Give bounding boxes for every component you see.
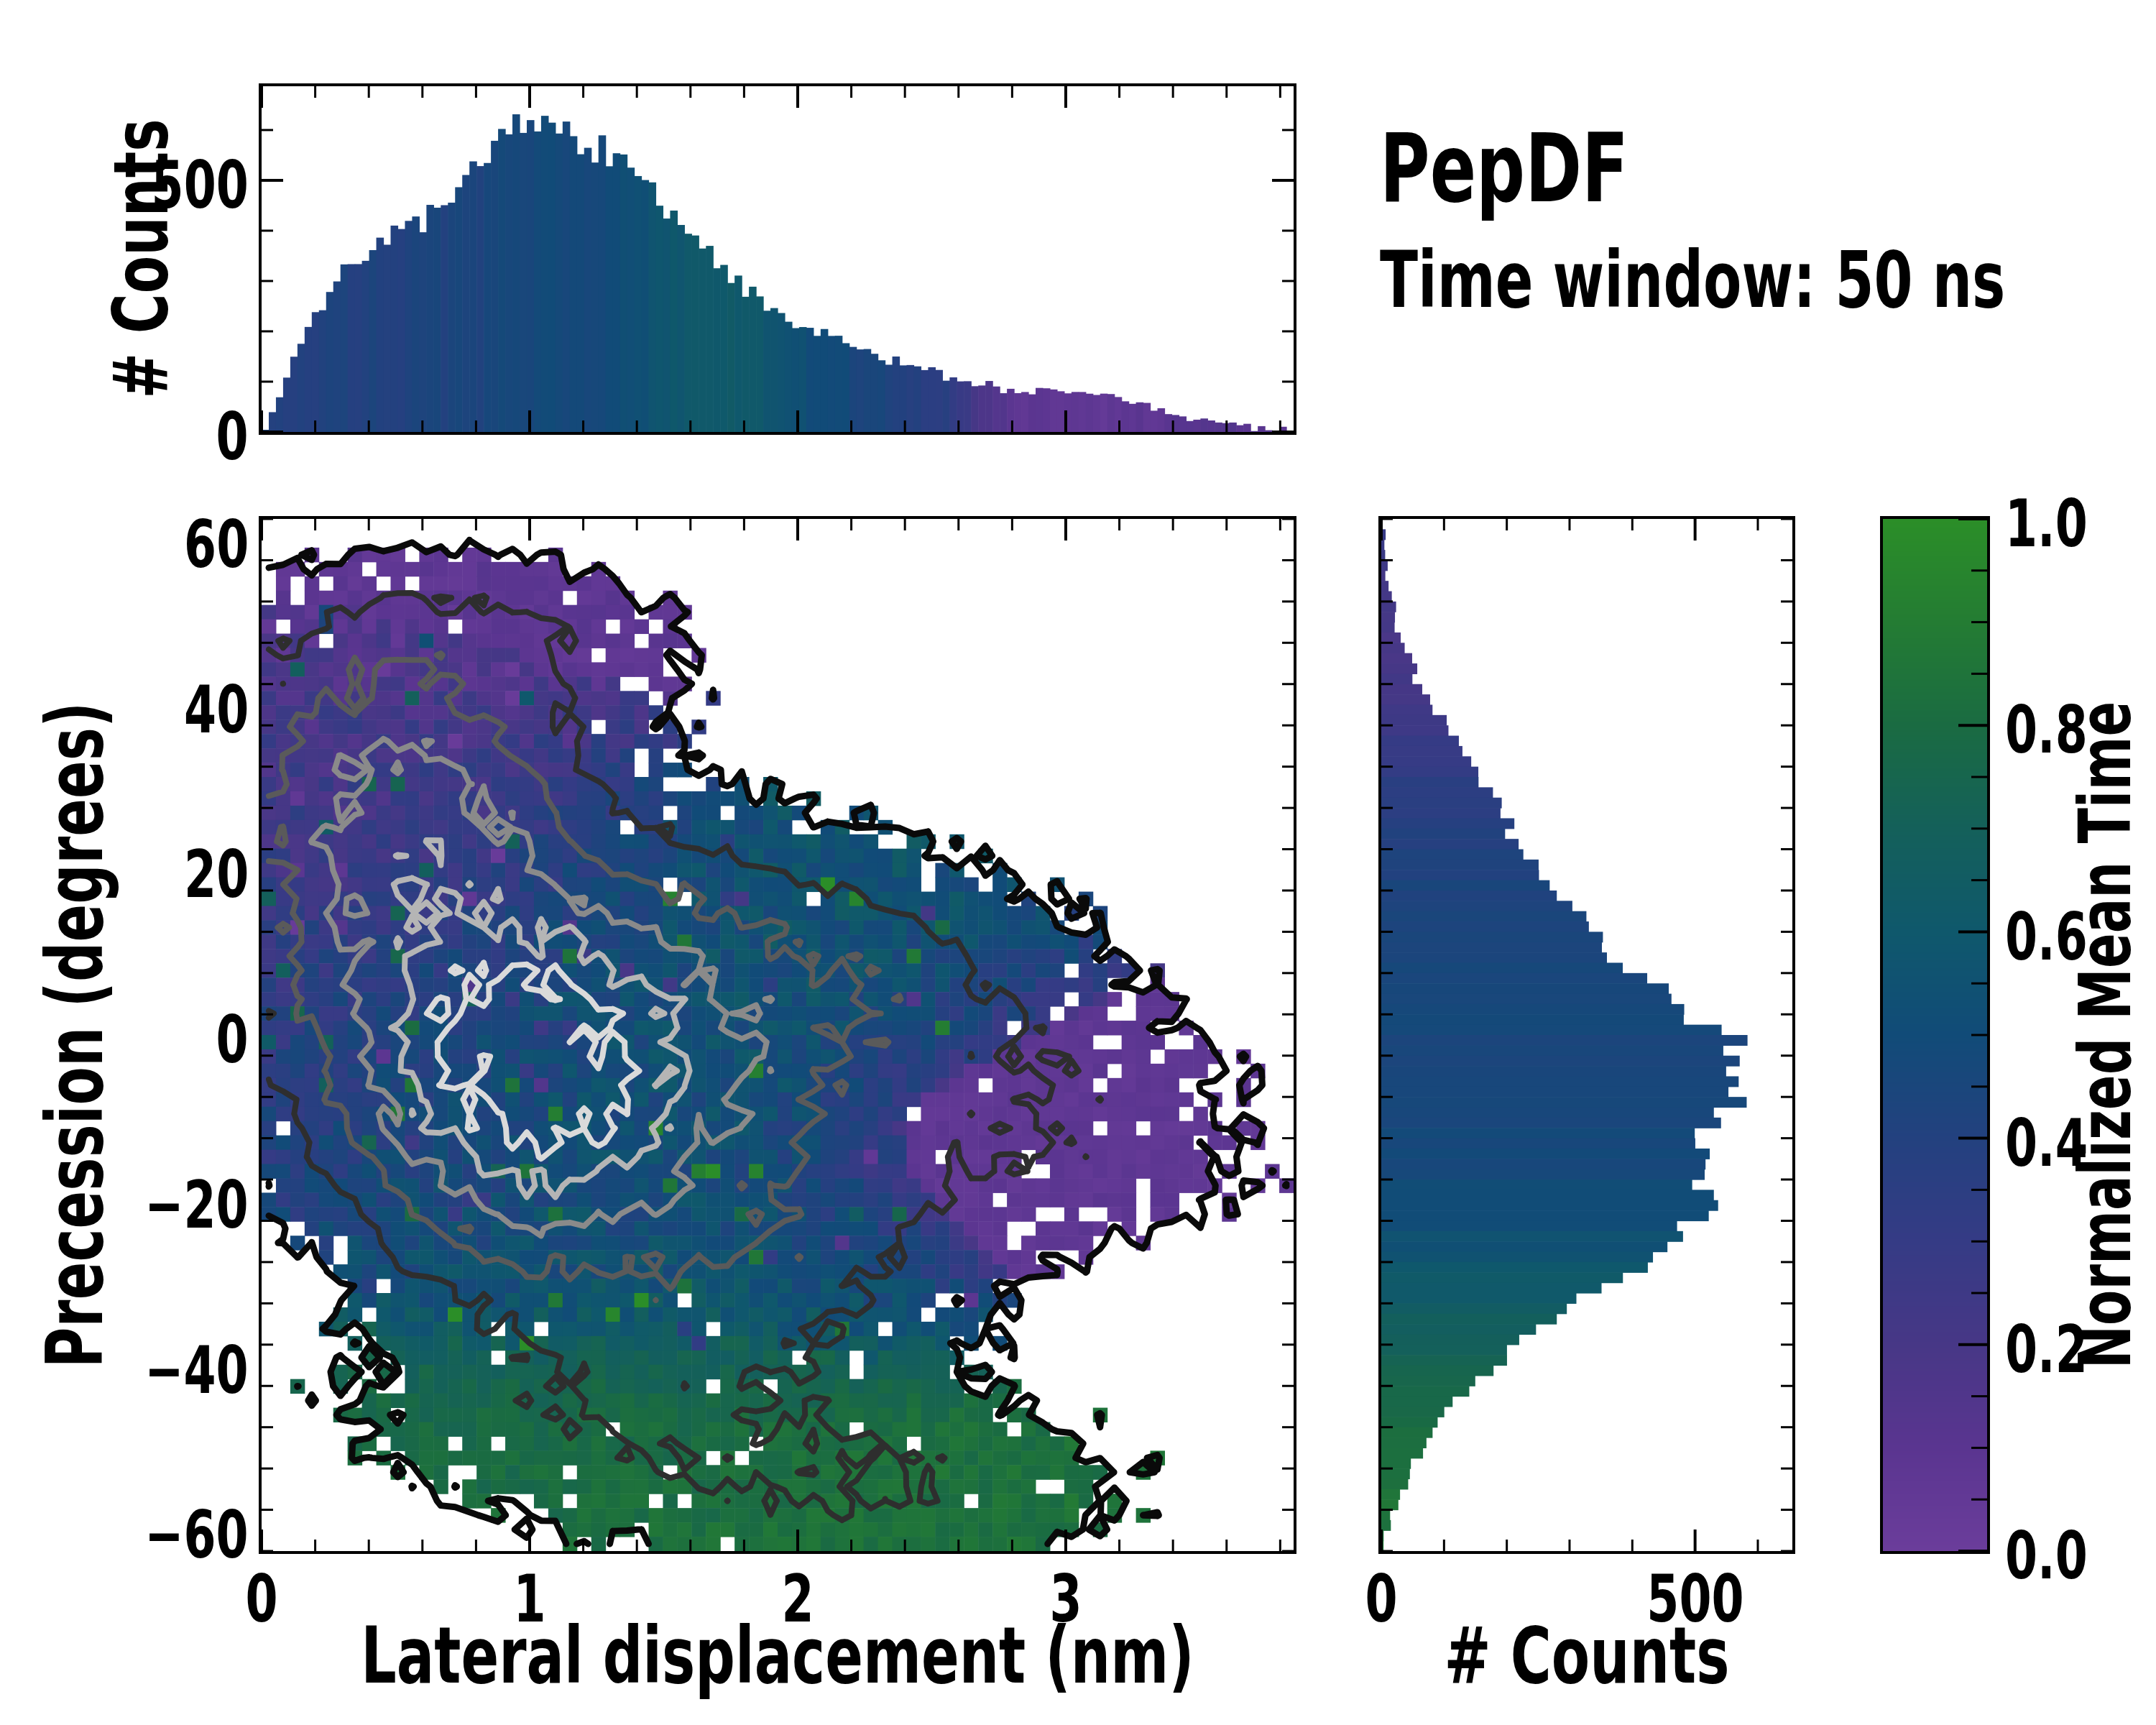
joint-heatmap-panel [259,516,1296,1554]
right-hist-x-tick-label: 500 [1628,1567,1763,1632]
top-histogram-ylabel: # Counts [103,64,180,453]
plot-title: PepDF [1380,121,1726,216]
heatmap-x-tick-label: 3 [1044,1567,1089,1632]
top-hist-y-tick-label: 0 [203,405,249,469]
heatmap-x-tick-label: 2 [775,1567,821,1632]
heatmap-y-tick-label: 20 [159,842,249,907]
heatmap-ylabel: Precession (degrees) [37,572,114,1498]
colorbar-tick-label: 0.6 [2005,905,2119,970]
plot-subtitle: Time window: 50 ns [1380,242,2156,319]
figure-page: { "title": "PepDF", "subtitle": "Time wi… [0,0,2156,1725]
top-hist-y-tick-label: 500 [114,153,249,218]
heatmap-y-tick-label: −20 [104,1173,249,1238]
joint-heatmap-canvas [262,519,1294,1551]
right-hist-x-tick-label: 0 [1359,1567,1404,1632]
right-histogram-panel [1378,516,1795,1554]
colorbar-tick-label: 0.0 [2005,1524,2119,1588]
heatmap-y-tick-label: 60 [159,512,249,577]
heatmap-y-tick-label: −40 [104,1338,249,1403]
colorbar-tick-label: 0.2 [2005,1317,2119,1382]
heatmap-y-tick-label: 0 [203,1008,249,1072]
heatmap-x-tick-label: 1 [507,1567,553,1632]
heatmap-y-tick-label: 40 [159,678,249,742]
top-histogram-panel [259,83,1296,435]
right-histogram-canvas [1381,519,1792,1551]
colorbar-canvas [1883,519,1987,1551]
colorbar-panel [1880,516,1990,1554]
colorbar-tick-label: 0.8 [2005,698,2119,763]
heatmap-y-tick-label: −60 [104,1503,249,1568]
colorbar-tick-label: 1.0 [2005,492,2119,556]
top-histogram-canvas [262,86,1294,432]
heatmap-x-tick-label: 0 [239,1567,285,1632]
colorbar-tick-label: 0.4 [2005,1111,2119,1176]
